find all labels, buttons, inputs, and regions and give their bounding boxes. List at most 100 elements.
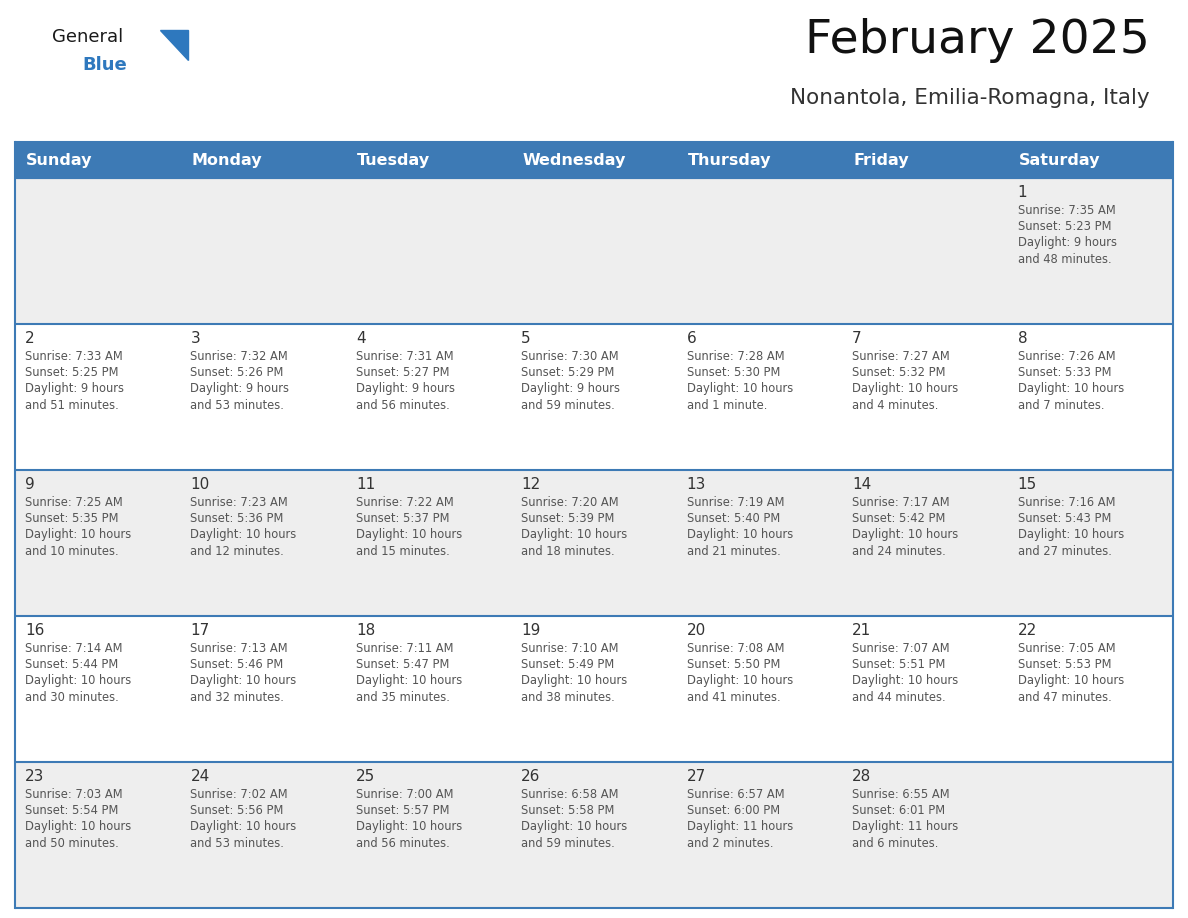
Text: Sunrise: 7:03 AM: Sunrise: 7:03 AM xyxy=(25,788,122,801)
Text: Sunrise: 7:07 AM: Sunrise: 7:07 AM xyxy=(852,642,949,655)
Text: and 50 minutes.: and 50 minutes. xyxy=(25,836,119,849)
Text: Daylight: 10 hours: Daylight: 10 hours xyxy=(852,675,959,688)
Text: Sunset: 5:35 PM: Sunset: 5:35 PM xyxy=(25,512,119,525)
Text: Sunrise: 6:57 AM: Sunrise: 6:57 AM xyxy=(687,788,784,801)
Text: Sunset: 5:57 PM: Sunset: 5:57 PM xyxy=(356,804,449,817)
Text: Sunrise: 7:11 AM: Sunrise: 7:11 AM xyxy=(356,642,454,655)
Text: Sunset: 5:32 PM: Sunset: 5:32 PM xyxy=(852,366,946,379)
Bar xyxy=(181,324,346,470)
Text: Daylight: 10 hours: Daylight: 10 hours xyxy=(1018,675,1124,688)
Text: Sunrise: 7:02 AM: Sunrise: 7:02 AM xyxy=(190,788,287,801)
Text: Daylight: 10 hours: Daylight: 10 hours xyxy=(522,675,627,688)
Text: Sunrise: 7:10 AM: Sunrise: 7:10 AM xyxy=(522,642,619,655)
Text: Sunset: 5:29 PM: Sunset: 5:29 PM xyxy=(522,366,614,379)
Text: Sunset: 5:33 PM: Sunset: 5:33 PM xyxy=(1018,366,1111,379)
Text: Daylight: 10 hours: Daylight: 10 hours xyxy=(1018,383,1124,396)
Text: Daylight: 10 hours: Daylight: 10 hours xyxy=(522,529,627,542)
Text: Monday: Monday xyxy=(191,152,263,167)
Bar xyxy=(346,178,511,324)
Bar xyxy=(15,142,181,178)
Text: and 53 minutes.: and 53 minutes. xyxy=(190,398,284,411)
Text: and 44 minutes.: and 44 minutes. xyxy=(852,690,946,703)
Bar xyxy=(1007,324,1173,470)
Bar xyxy=(15,470,181,616)
Bar xyxy=(15,178,181,324)
Text: Sunrise: 7:20 AM: Sunrise: 7:20 AM xyxy=(522,496,619,509)
Bar xyxy=(15,762,181,908)
Bar xyxy=(842,616,1007,762)
Text: Sunrise: 7:27 AM: Sunrise: 7:27 AM xyxy=(852,350,950,363)
Text: and 47 minutes.: and 47 minutes. xyxy=(1018,690,1111,703)
Text: 9: 9 xyxy=(25,477,34,492)
Text: and 2 minutes.: and 2 minutes. xyxy=(687,836,773,849)
Polygon shape xyxy=(160,30,188,60)
Text: Sunset: 5:39 PM: Sunset: 5:39 PM xyxy=(522,512,614,525)
Bar xyxy=(842,324,1007,470)
Text: 15: 15 xyxy=(1018,477,1037,492)
Text: Sunset: 5:42 PM: Sunset: 5:42 PM xyxy=(852,512,946,525)
Bar xyxy=(181,178,346,324)
Text: Daylight: 10 hours: Daylight: 10 hours xyxy=(356,675,462,688)
Text: and 15 minutes.: and 15 minutes. xyxy=(356,544,449,557)
Text: 18: 18 xyxy=(356,623,375,638)
Text: Sunrise: 7:08 AM: Sunrise: 7:08 AM xyxy=(687,642,784,655)
Text: Daylight: 9 hours: Daylight: 9 hours xyxy=(190,383,290,396)
Text: Sunset: 5:50 PM: Sunset: 5:50 PM xyxy=(687,658,781,671)
Text: Sunrise: 7:25 AM: Sunrise: 7:25 AM xyxy=(25,496,122,509)
Text: and 59 minutes.: and 59 minutes. xyxy=(522,398,615,411)
Bar xyxy=(346,762,511,908)
Text: Sunset: 5:51 PM: Sunset: 5:51 PM xyxy=(852,658,946,671)
Text: Sunrise: 7:19 AM: Sunrise: 7:19 AM xyxy=(687,496,784,509)
Text: and 6 minutes.: and 6 minutes. xyxy=(852,836,939,849)
Bar xyxy=(1007,470,1173,616)
Text: Sunset: 5:47 PM: Sunset: 5:47 PM xyxy=(356,658,449,671)
Bar xyxy=(346,142,511,178)
Text: Daylight: 10 hours: Daylight: 10 hours xyxy=(852,529,959,542)
Text: Daylight: 10 hours: Daylight: 10 hours xyxy=(687,383,792,396)
Text: and 41 minutes.: and 41 minutes. xyxy=(687,690,781,703)
Text: Sunrise: 7:23 AM: Sunrise: 7:23 AM xyxy=(190,496,289,509)
Text: and 21 minutes.: and 21 minutes. xyxy=(687,544,781,557)
Text: Daylight: 10 hours: Daylight: 10 hours xyxy=(25,675,131,688)
Text: Sunrise: 7:35 AM: Sunrise: 7:35 AM xyxy=(1018,204,1116,217)
Bar xyxy=(677,470,842,616)
Text: and 35 minutes.: and 35 minutes. xyxy=(356,690,450,703)
Text: Sunrise: 7:28 AM: Sunrise: 7:28 AM xyxy=(687,350,784,363)
Text: Sunday: Sunday xyxy=(26,152,93,167)
Bar xyxy=(842,142,1007,178)
Bar xyxy=(15,324,181,470)
Text: and 27 minutes.: and 27 minutes. xyxy=(1018,544,1112,557)
Text: 3: 3 xyxy=(190,331,201,346)
Text: 19: 19 xyxy=(522,623,541,638)
Text: Sunset: 5:25 PM: Sunset: 5:25 PM xyxy=(25,366,119,379)
Text: and 48 minutes.: and 48 minutes. xyxy=(1018,252,1111,265)
Text: Saturday: Saturday xyxy=(1018,152,1100,167)
Text: and 12 minutes.: and 12 minutes. xyxy=(190,544,284,557)
Text: 16: 16 xyxy=(25,623,44,638)
Text: Sunrise: 7:22 AM: Sunrise: 7:22 AM xyxy=(356,496,454,509)
Text: Sunrise: 6:55 AM: Sunrise: 6:55 AM xyxy=(852,788,949,801)
Text: Daylight: 10 hours: Daylight: 10 hours xyxy=(25,529,131,542)
Text: Sunrise: 7:32 AM: Sunrise: 7:32 AM xyxy=(190,350,289,363)
Bar xyxy=(677,142,842,178)
Text: Sunset: 6:01 PM: Sunset: 6:01 PM xyxy=(852,804,946,817)
Text: Sunrise: 7:05 AM: Sunrise: 7:05 AM xyxy=(1018,642,1116,655)
Text: 10: 10 xyxy=(190,477,209,492)
Text: and 56 minutes.: and 56 minutes. xyxy=(356,398,449,411)
Text: 27: 27 xyxy=(687,769,706,784)
Text: Sunset: 5:40 PM: Sunset: 5:40 PM xyxy=(687,512,781,525)
Text: 21: 21 xyxy=(852,623,871,638)
Text: Sunset: 5:56 PM: Sunset: 5:56 PM xyxy=(190,804,284,817)
Text: Sunset: 5:54 PM: Sunset: 5:54 PM xyxy=(25,804,119,817)
Text: Daylight: 9 hours: Daylight: 9 hours xyxy=(356,383,455,396)
Text: and 24 minutes.: and 24 minutes. xyxy=(852,544,946,557)
Bar xyxy=(181,470,346,616)
Text: 20: 20 xyxy=(687,623,706,638)
Text: and 1 minute.: and 1 minute. xyxy=(687,398,767,411)
Bar xyxy=(842,762,1007,908)
Bar xyxy=(346,324,511,470)
Bar xyxy=(1007,142,1173,178)
Text: Daylight: 10 hours: Daylight: 10 hours xyxy=(190,675,297,688)
Text: Sunset: 5:37 PM: Sunset: 5:37 PM xyxy=(356,512,449,525)
Text: and 53 minutes.: and 53 minutes. xyxy=(190,836,284,849)
